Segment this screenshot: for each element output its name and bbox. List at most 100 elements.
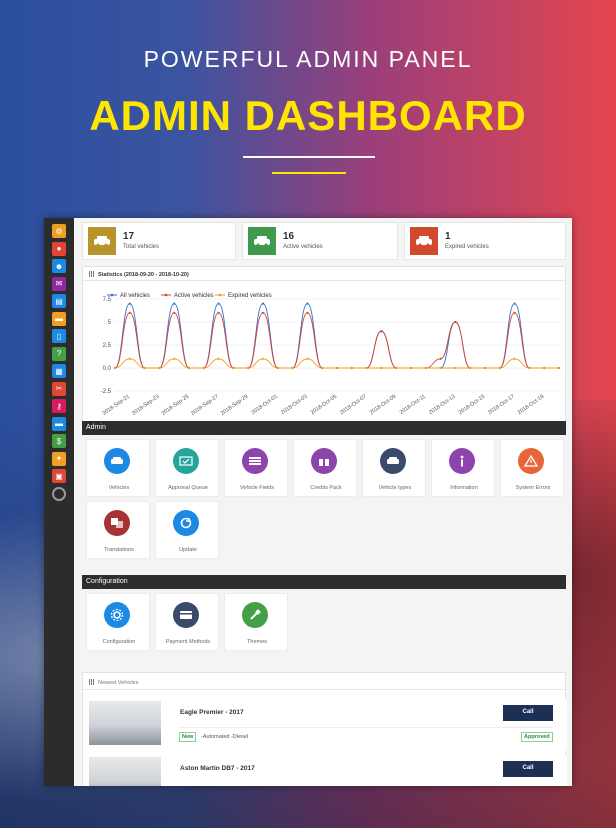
newest-vehicles-heading-text: Newest Vehicles — [98, 680, 139, 686]
dashboard-icon[interactable]: ⚙ — [52, 224, 66, 238]
vehicle-row[interactable]: Aston Martin DB7 - 2017 Call — [83, 755, 567, 786]
data-point — [306, 302, 309, 305]
grid-icon — [89, 271, 95, 277]
tile-payment-methods[interactable]: Payment Methods — [155, 593, 219, 651]
tools-icon[interactable]: ✂ — [52, 381, 66, 396]
tile-information[interactable]: Information — [431, 439, 495, 497]
data-point — [528, 366, 531, 370]
tile-label: Approval Queue — [168, 485, 208, 491]
data-point — [513, 311, 516, 314]
approved-badge: Approved — [521, 732, 553, 742]
puzzle-icon[interactable]: ✦ — [52, 451, 66, 466]
statistics-heading-text: Statistics (2018-09-20 - 2018-10-20) — [98, 272, 189, 278]
key-icon[interactable]: ⚷ — [52, 399, 66, 413]
chat-icon[interactable]: ✉ — [52, 276, 66, 291]
question-icon[interactable]: ? — [52, 346, 66, 361]
users-icon[interactable]: ☻ — [52, 259, 66, 273]
tile-vehicles[interactable]: Vehicles — [86, 439, 150, 497]
data-point — [483, 366, 487, 370]
car-icon — [410, 227, 438, 255]
vehicle-icon[interactable]: ▬ — [52, 311, 66, 326]
admin-app-window: ⚙ ● ☻ ✉ ▤ ▬ ▯? ▦ ✂ ⚷ ▬ $ ✦ ▣ 17 Total vehicles 16 Act… — [44, 218, 572, 786]
tile-themes[interactable]: Themes — [224, 593, 288, 651]
x-tick-label: 2018-Oct-19 — [517, 394, 545, 416]
stat-label: Active vehicles — [283, 244, 323, 250]
tile-label: Information — [450, 485, 478, 491]
vehicle-title[interactable]: Eagle Premier - 2017 — [180, 709, 244, 716]
data-point — [173, 302, 176, 305]
x-tick-label: 2018-Oct-15 — [458, 394, 486, 416]
vehicle-title[interactable]: Aston Martin DB7 - 2017 — [180, 765, 255, 772]
statistics-chart: 7.5 5 2.5 0.0 -2.5 All vehicles Active vehicle… — [101, 293, 561, 417]
data-point — [143, 366, 146, 370]
data-point — [217, 357, 220, 360]
tile-vehicle-fields[interactable]: Vehicle Fields — [224, 439, 288, 497]
vehicle-types-icon[interactable]: ▬ — [52, 416, 66, 431]
stat-card-total[interactable]: 17 Total vehicles — [82, 222, 236, 260]
legend-label: All vehicles — [120, 293, 150, 299]
translate-icon — [104, 510, 130, 536]
gift-icon — [311, 448, 337, 474]
new-badge: New — [179, 732, 197, 742]
tile-credits-pack[interactable]: Credits Pack — [293, 439, 357, 497]
tile-update[interactable]: Update — [155, 501, 219, 559]
stat-card-active[interactable]: 16 Active vehicles — [242, 222, 398, 260]
car-icon — [104, 448, 130, 474]
tile-configuration[interactable]: Configuration — [86, 593, 150, 651]
payment-icon — [173, 602, 199, 628]
data-point — [306, 357, 309, 360]
statistics-heading: Statistics (2018-09-20 - 2018-10-20) — [83, 267, 565, 281]
hero-divider-yellow — [272, 172, 346, 174]
data-point — [424, 366, 427, 370]
stat-value: 1 — [445, 231, 451, 242]
x-tick-label: 2018-Sep-21 — [101, 394, 131, 417]
call-button[interactable]: Call — [503, 761, 553, 777]
data-point — [513, 302, 516, 305]
calendar-icon[interactable]: ▦ — [52, 364, 66, 378]
data-point — [113, 366, 117, 370]
vehicle-specs: -Automated -Diesel — [201, 734, 249, 740]
y-tick-label: 5 — [108, 320, 112, 326]
data-point — [321, 366, 324, 370]
data-point — [543, 366, 546, 370]
x-tick-label: 2018-Sep-23 — [131, 394, 161, 417]
data-point — [513, 357, 516, 360]
grid-icon — [89, 679, 95, 685]
y-tick-label: -2.5 — [101, 389, 112, 395]
stat-card-expired[interactable]: 1 Expired vehicles — [404, 222, 566, 260]
data-point — [128, 311, 131, 314]
globe-icon[interactable] — [52, 486, 66, 501]
stat-label: Expired vehicles — [445, 244, 489, 250]
data-point — [261, 302, 265, 305]
car-icon[interactable]: ● — [52, 241, 66, 256]
data-point — [247, 366, 250, 370]
divider — [179, 727, 553, 728]
tags-icon[interactable]: ▤ — [52, 294, 66, 308]
call-button[interactable]: Call — [503, 705, 553, 721]
legend-marker — [218, 293, 222, 297]
warning-icon — [518, 448, 544, 474]
mobile-icon[interactable]: ▯ — [52, 329, 66, 343]
series-line-active-vehicles — [114, 312, 559, 369]
tile-translations[interactable]: Translations — [86, 501, 150, 559]
series-line-expired-vehicles — [114, 358, 559, 369]
tile-vehicle-types[interactable]: Vehicle types — [362, 439, 426, 497]
newest-vehicles-heading: Newest Vehicles — [83, 673, 565, 690]
money-icon[interactable]: $ — [52, 434, 66, 448]
tile-system-errors[interactable]: System Errors — [500, 439, 564, 497]
tile-approval-queue[interactable]: Approval Queue — [155, 439, 219, 497]
data-point — [187, 366, 191, 370]
x-tick-label: 2018-Oct-03 — [280, 394, 308, 416]
box-icon[interactable]: ▣ — [52, 469, 66, 483]
hero-divider-white — [243, 156, 375, 158]
data-point — [306, 311, 309, 314]
sidebar: ⚙ ● ☻ ✉ ▤ ▬ ▯? ▦ ✂ ⚷ ▬ $ ✦ ▣ — [44, 218, 74, 786]
data-point — [380, 366, 383, 370]
gear-icon — [104, 602, 130, 628]
x-tick-label: 2018-Oct-05 — [310, 394, 338, 416]
vehicle-row[interactable]: Eagle Premier - 2017 Call New -Automated… — [83, 699, 567, 751]
x-tick-label: 2018-Sep-25 — [161, 394, 191, 417]
stat-value: 16 — [283, 231, 295, 242]
admin-section-title: Admin — [82, 421, 566, 435]
data-point — [261, 311, 265, 314]
